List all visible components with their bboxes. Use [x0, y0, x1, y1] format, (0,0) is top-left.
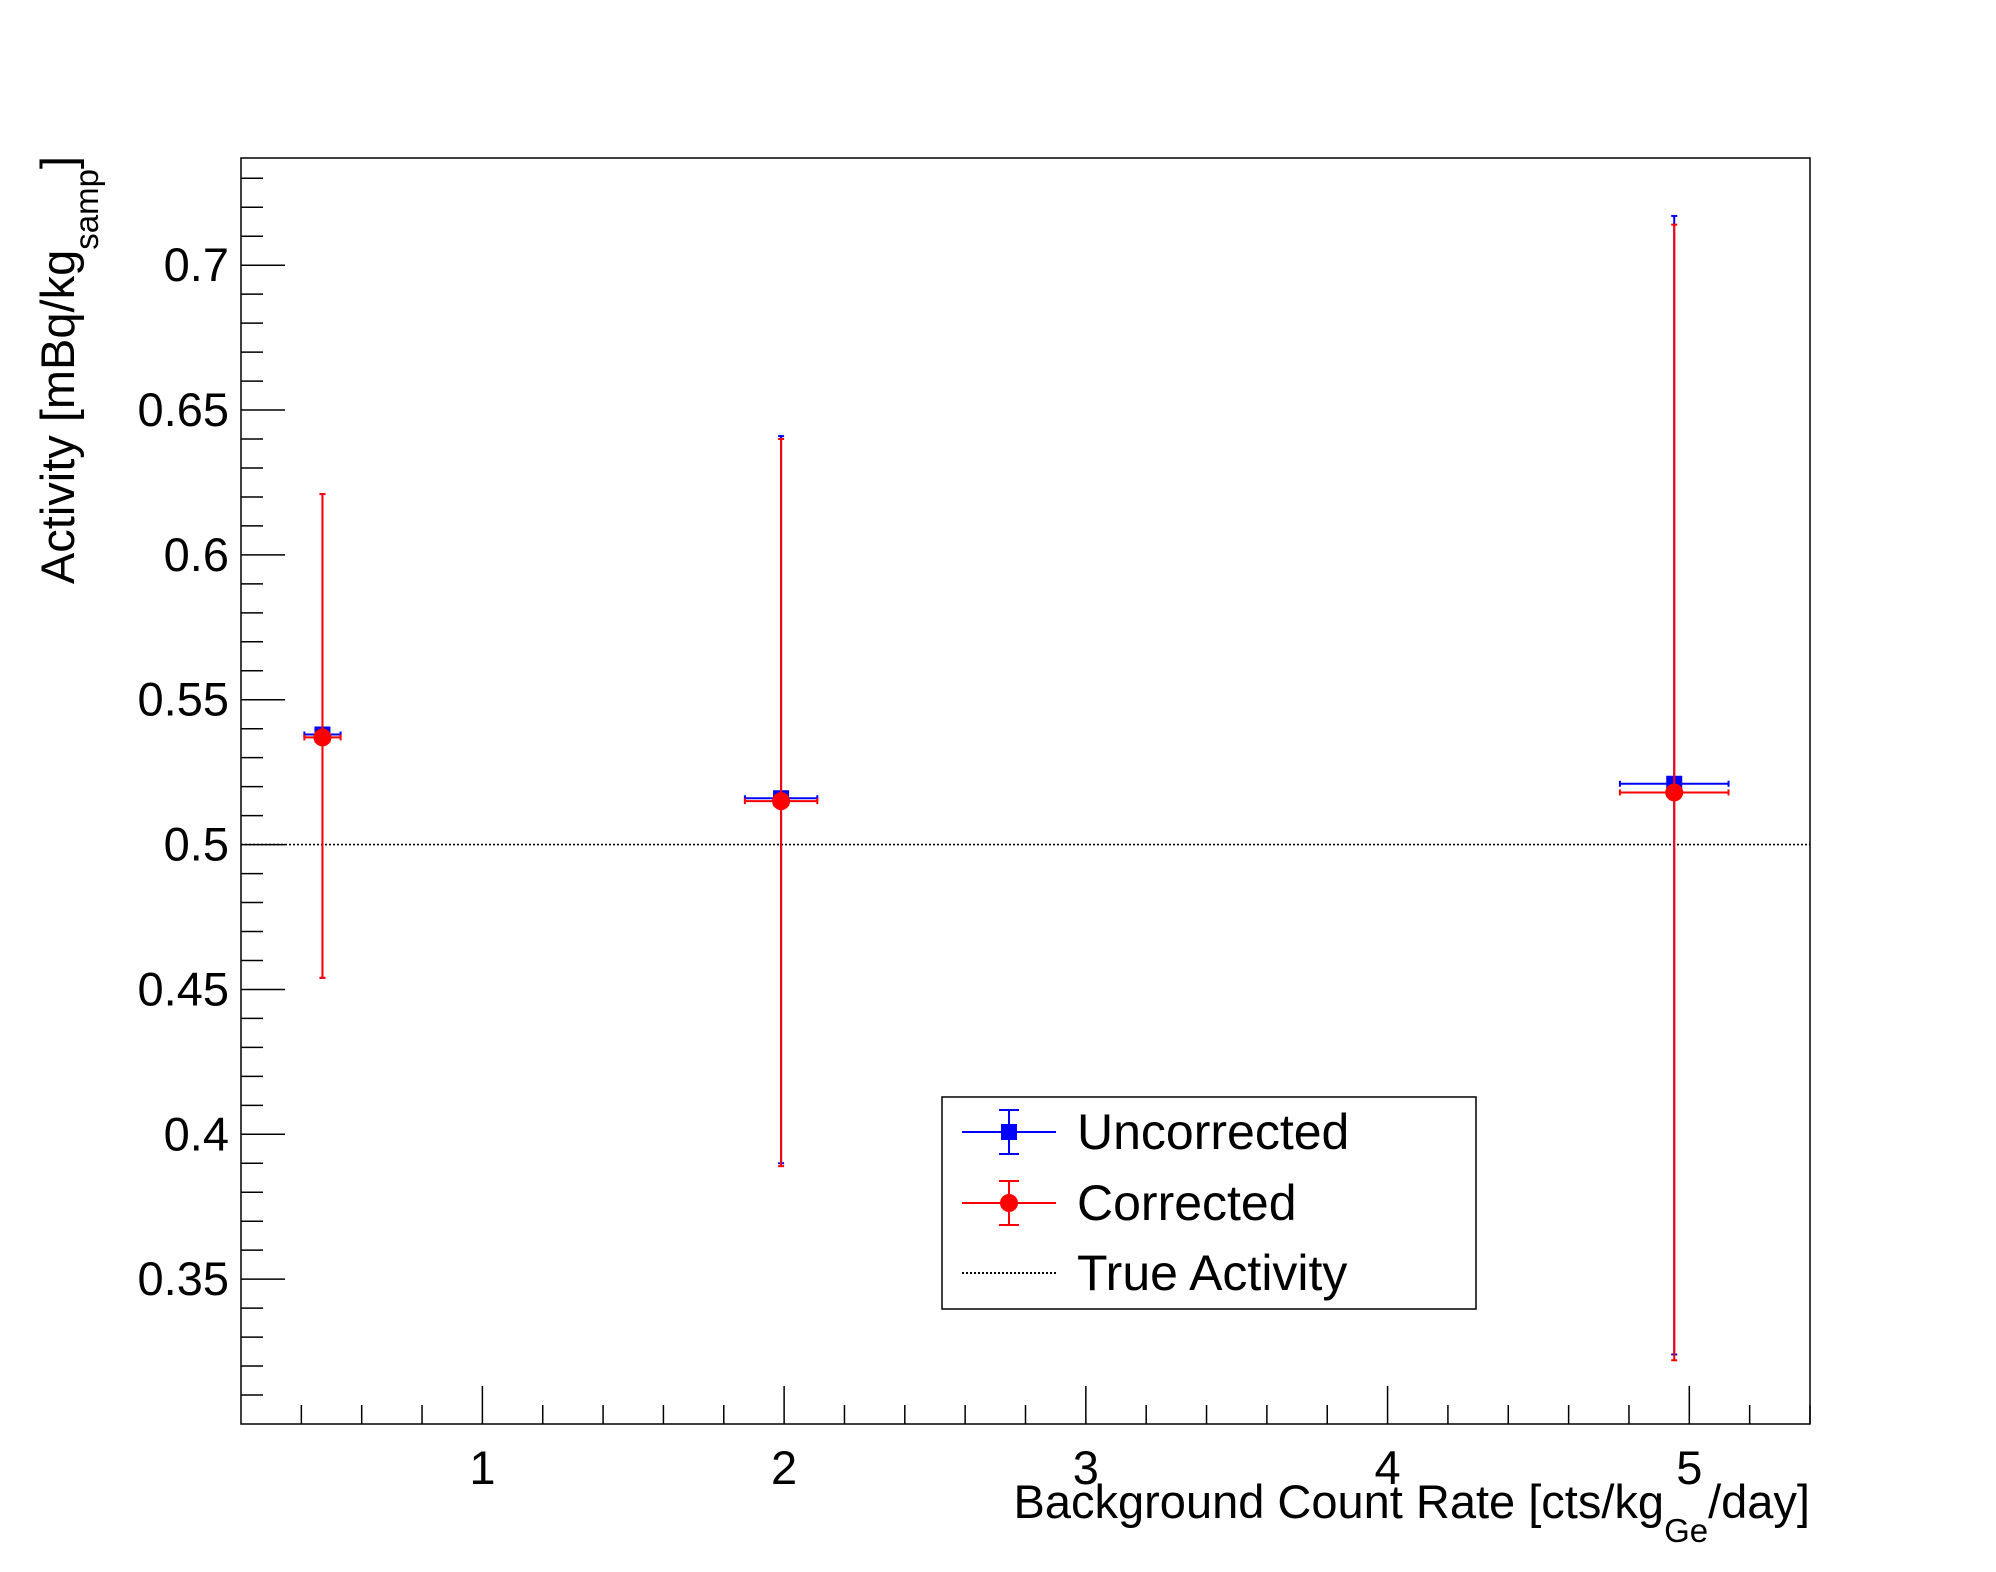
x-axis-label-sub: Ge [1664, 1512, 1708, 1549]
axis-labels: Background Count Rate [cts/kgGe/day] Act… [31, 156, 1810, 1549]
legend: Uncorrected Corrected True Activity [941, 1096, 1477, 1310]
series-corrected [303, 223, 1730, 1362]
x-tick-label: 3 [1073, 1441, 1099, 1494]
y-tick-label: 0.55 [138, 673, 229, 726]
legend-label: Corrected [1077, 1175, 1297, 1231]
x-tick-label: 4 [1375, 1441, 1401, 1494]
y-axis-label-tail: ] [31, 156, 84, 169]
legend-marker [1001, 1124, 1017, 1140]
y-axis-label: Activity [mBq/kgsamp] [31, 156, 105, 584]
x-axis-label-tail: /day] [1708, 1475, 1810, 1528]
y-tick-label: 0.65 [138, 383, 229, 436]
y-axis-label-main: Activity [mBq/kg [31, 250, 84, 584]
data-point [1665, 783, 1684, 802]
y-axis-label-sub: samp [68, 169, 105, 250]
x-tick-label: 2 [771, 1441, 797, 1494]
x-tick-label: 5 [1676, 1441, 1702, 1494]
legend-label: True Activity [1077, 1245, 1347, 1301]
legend-label: Uncorrected [1077, 1104, 1349, 1160]
axis-layer: 0.35 0.4 0.45 0.5 0.55 0.6 0.65 0.7 1 2 3 4 5 [138, 157, 1811, 1494]
x-axis-label-main: Background Count Rate [cts/kg [1014, 1475, 1665, 1528]
data-point [772, 792, 791, 811]
y-tick-label: 0.45 [138, 962, 229, 1015]
y-tick-label: 0.35 [138, 1252, 229, 1305]
y-tick-label: 0.4 [164, 1107, 229, 1160]
legend-marker [1000, 1194, 1018, 1212]
plot-layer [241, 214, 1810, 1362]
y-tick-label: 0.6 [164, 528, 229, 581]
y-tick-label: 0.7 [164, 238, 229, 291]
data-point [313, 728, 332, 747]
x-axis-label: Background Count Rate [cts/kgGe/day] [1014, 1475, 1810, 1549]
x-tick-label: 1 [469, 1441, 495, 1494]
y-tick-label: 0.5 [164, 818, 229, 871]
